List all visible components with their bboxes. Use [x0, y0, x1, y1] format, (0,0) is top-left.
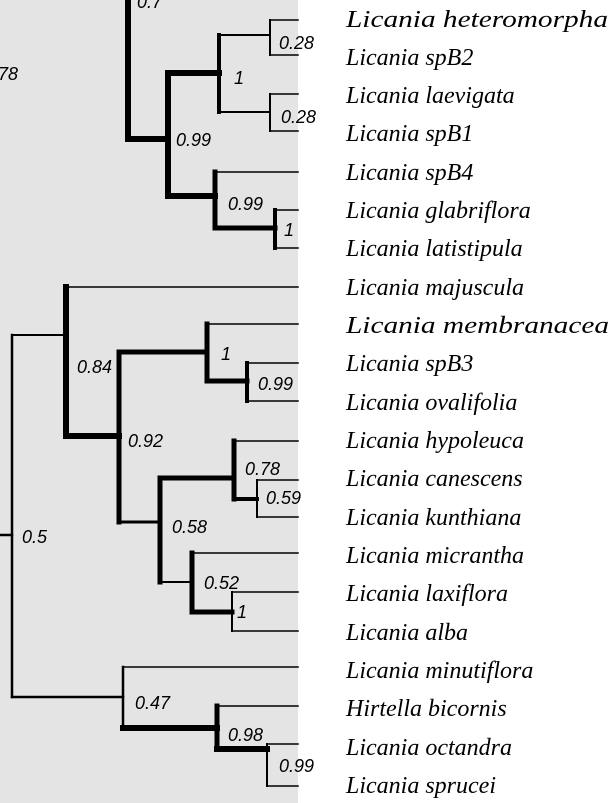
support-value: 0.52: [204, 573, 239, 593]
support-value: 0.78: [245, 459, 280, 479]
taxon-label: Licania membranacea: [345, 313, 609, 339]
support-value: 0.28: [281, 107, 316, 127]
taxon-label: Licania alba: [345, 620, 468, 646]
support-value: 0.84: [77, 357, 112, 377]
support-value: 0.58: [172, 517, 207, 537]
taxon-label: Licania latistipula: [345, 236, 523, 262]
taxon-label: Licania kunthiana: [345, 505, 521, 531]
taxon-label: Licania minutiflora: [345, 658, 533, 684]
support-value: 0.99: [176, 130, 211, 150]
support-value: 0.7: [137, 0, 163, 12]
taxon-label: Licania octandra: [345, 735, 512, 761]
support-value: 0.99: [258, 374, 293, 394]
support-value: 0.92: [128, 431, 163, 451]
taxon-label: Licania hypoleuca: [345, 428, 524, 454]
taxon-label: Licania laxiflora: [345, 581, 508, 607]
support-value: 0.99: [228, 194, 263, 214]
taxon-label: Licania micrantha: [345, 543, 524, 569]
taxon-label: Licania spB1: [345, 121, 473, 147]
taxon-label: Licania sprucei: [345, 773, 496, 799]
support-value: 0.28: [279, 33, 314, 53]
support-value: 0.47: [135, 693, 171, 713]
taxon-label: Licania ovalifolia: [345, 390, 517, 416]
taxon-label: Licania heteromorpha: [345, 7, 608, 33]
support-value: 1: [237, 602, 247, 622]
taxon-label: Licania glabriflora: [345, 198, 531, 224]
taxon-label: Licania spB3: [345, 351, 473, 377]
taxon-label: Licania spB4: [345, 160, 473, 186]
taxon-label: Licania laevigata: [345, 83, 515, 109]
support-value: 1: [221, 344, 231, 364]
support-value: 0.59: [266, 488, 301, 508]
support-value: 1: [284, 220, 294, 240]
support-value: 78: [0, 64, 18, 84]
taxon-label: Licania spB2: [345, 45, 473, 71]
support-value: 1: [234, 68, 244, 88]
support-value: 0.5: [22, 527, 48, 547]
taxon-label: Licania canescens: [345, 466, 523, 492]
taxon-label: Hirtella bicornis: [345, 696, 507, 722]
taxon-label: Licania majuscula: [345, 275, 524, 301]
support-value: 0.98: [228, 725, 263, 745]
support-value: 0.99: [279, 756, 314, 776]
